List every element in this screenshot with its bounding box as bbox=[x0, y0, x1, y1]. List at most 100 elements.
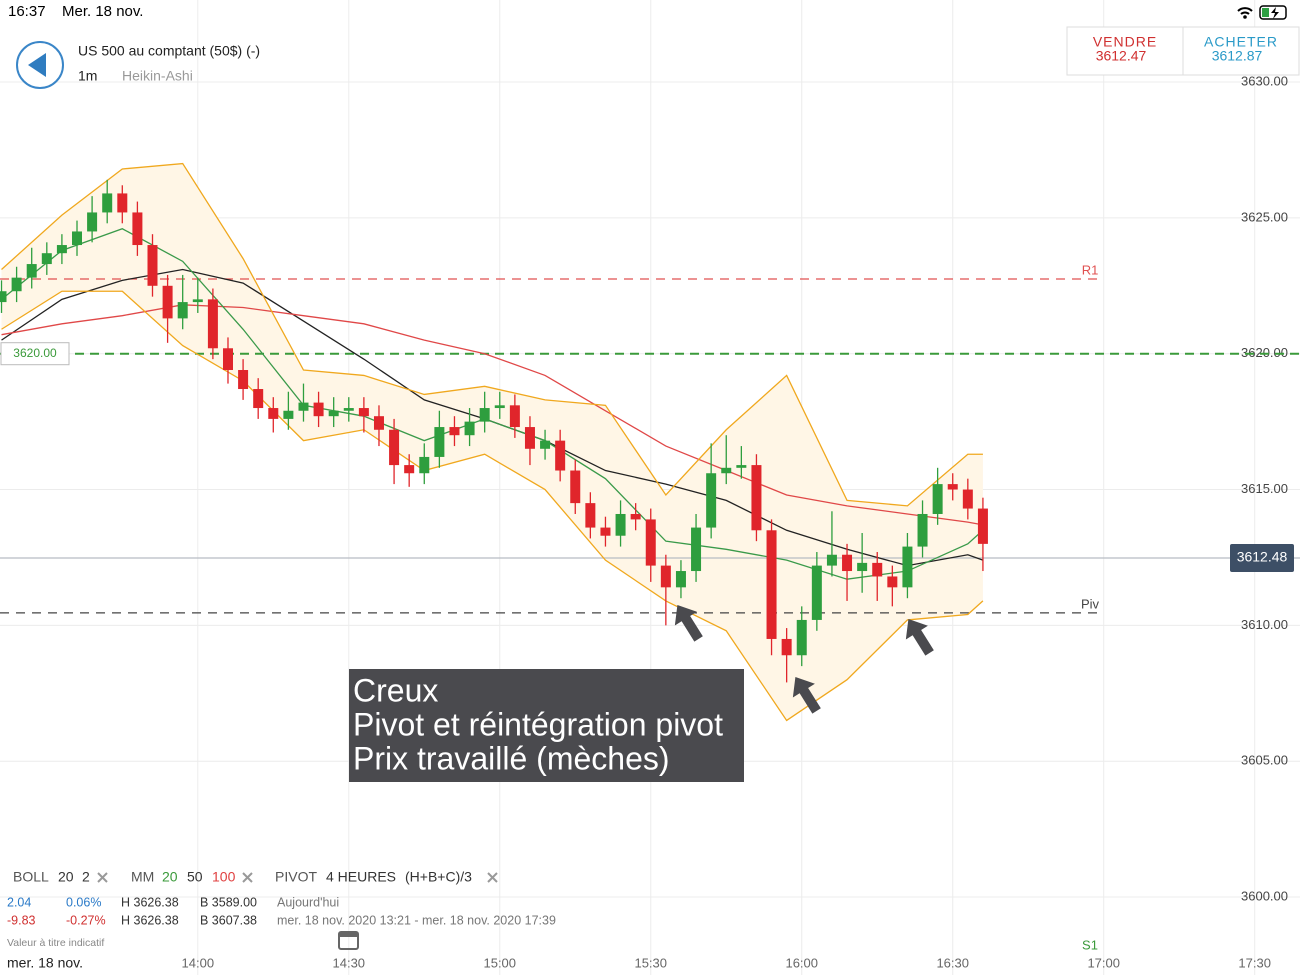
candle-body bbox=[268, 408, 279, 419]
legend-text: 4 HEURES bbox=[326, 869, 396, 885]
value-text: H 3626.38 bbox=[121, 895, 179, 909]
legend-text[interactable]: MM bbox=[131, 869, 154, 885]
x-tick-label: 15:00 bbox=[483, 955, 516, 970]
value-text: mer. 18 nov. 2020 13:21 - mer. 18 nov. 2… bbox=[277, 913, 556, 927]
back-icon bbox=[28, 53, 46, 77]
candle-body bbox=[842, 554, 853, 572]
level-label: Piv bbox=[1081, 596, 1100, 611]
interval[interactable]: 1m bbox=[78, 68, 97, 84]
candle-body bbox=[56, 245, 67, 254]
legend-text: 100 bbox=[212, 869, 236, 885]
annotation-line: Creux bbox=[353, 672, 438, 708]
candle-body bbox=[675, 571, 686, 588]
candle-body bbox=[419, 456, 430, 474]
moving-average bbox=[1, 304, 984, 526]
candle-body bbox=[887, 576, 898, 588]
annotation-line: Prix travaillé (mèches) bbox=[353, 740, 670, 776]
annotation-line: Pivot et réintégration pivot bbox=[353, 706, 723, 742]
candle-body bbox=[449, 427, 460, 436]
candle-body bbox=[102, 193, 113, 213]
calendar-icon[interactable] bbox=[338, 931, 359, 950]
remove-icon[interactable] bbox=[242, 872, 253, 883]
candle-body bbox=[630, 513, 641, 520]
candle-body bbox=[343, 408, 354, 411]
value-text: Aujourd'hui bbox=[277, 895, 339, 909]
candle-body bbox=[132, 212, 143, 246]
candle-body bbox=[811, 565, 822, 620]
arrow bbox=[905, 619, 934, 656]
value-text: -0.27% bbox=[66, 913, 106, 927]
arrow bbox=[792, 677, 821, 714]
candle-body bbox=[404, 465, 415, 474]
sell-button[interactable] bbox=[1066, 26, 1184, 76]
indicator-values: 2.04 0.06% H 3626.38 B 3589.00 Aujourd'h… bbox=[7, 895, 556, 927]
candle-body bbox=[691, 527, 702, 572]
candle-body bbox=[253, 389, 264, 409]
candle-body bbox=[494, 405, 505, 409]
candle-body bbox=[615, 513, 626, 536]
y-tick-label: 3625.00 bbox=[1241, 209, 1288, 224]
x-tick-label: 15:30 bbox=[634, 955, 667, 970]
price-badge bbox=[1230, 543, 1294, 572]
candle-body bbox=[721, 467, 732, 474]
battery-level bbox=[1262, 8, 1269, 17]
bollinger-upper bbox=[1, 162, 983, 507]
candle-body bbox=[0, 291, 7, 303]
candle-body bbox=[222, 348, 233, 371]
candle-body bbox=[72, 231, 83, 246]
y-tick-label: 3615.00 bbox=[1241, 481, 1288, 496]
status-date: Mer. 18 nov. bbox=[62, 3, 143, 20]
candle-body bbox=[283, 410, 294, 419]
candle-body bbox=[298, 402, 309, 411]
candle-body bbox=[238, 370, 249, 390]
candle-body bbox=[600, 527, 611, 536]
candle-body bbox=[706, 473, 717, 528]
value-text: 2.04 bbox=[7, 895, 31, 909]
candle-body bbox=[857, 562, 868, 572]
candle-body bbox=[177, 302, 188, 319]
candle-body bbox=[328, 410, 339, 417]
y-tick-label: 3620.00 bbox=[1241, 345, 1288, 360]
x-tick-label: 14:30 bbox=[333, 955, 366, 970]
order-level-label: 3620.00 bbox=[13, 346, 57, 360]
candle-body bbox=[11, 277, 22, 292]
candle-body bbox=[660, 565, 671, 588]
value-text: B 3607.38 bbox=[200, 913, 257, 927]
candle-body bbox=[645, 519, 656, 566]
value-text: H 3626.38 bbox=[121, 913, 179, 927]
candle-body bbox=[826, 554, 837, 566]
legend-text[interactable]: PIVOT bbox=[275, 869, 317, 885]
remove-icon[interactable] bbox=[487, 872, 498, 883]
legend-text: 2 bbox=[82, 869, 90, 885]
candle-body bbox=[41, 253, 52, 265]
y-tick-label: 3600.00 bbox=[1241, 888, 1288, 903]
price-badge-label: 3612.48 bbox=[1237, 549, 1288, 565]
candle-body bbox=[570, 470, 581, 504]
candle-body bbox=[207, 299, 218, 349]
y-tick-label: 3630.00 bbox=[1241, 73, 1288, 88]
status-icons bbox=[1237, 5, 1287, 20]
candle-body bbox=[796, 619, 807, 656]
candle-body bbox=[313, 402, 324, 417]
value-text: B 3589.00 bbox=[200, 895, 257, 909]
candle-body bbox=[736, 465, 747, 468]
candle-body bbox=[389, 429, 400, 466]
legend-text: (H+B+C)/3 bbox=[405, 869, 472, 885]
remove-icon[interactable] bbox=[97, 872, 108, 883]
candle-body bbox=[555, 440, 566, 471]
status-time: 16:37 bbox=[8, 3, 46, 20]
legend-text: 20 bbox=[162, 869, 178, 885]
annotation-box bbox=[349, 669, 744, 782]
sell-label: VENDRE bbox=[1093, 34, 1157, 50]
legend-text[interactable]: BOLL bbox=[13, 869, 49, 885]
candle-body bbox=[26, 264, 37, 278]
candle-body bbox=[947, 484, 958, 490]
date-badge bbox=[0, 952, 88, 975]
buy-button[interactable] bbox=[1182, 26, 1300, 76]
bollinger-fill bbox=[1, 163, 983, 721]
buy-label: ACHETER bbox=[1204, 34, 1278, 50]
bollinger-lower bbox=[1, 290, 984, 722]
chart-style[interactable]: Heikin-Ashi bbox=[122, 68, 193, 84]
instrument-title: US 500 au comptant (50$) (-) bbox=[78, 43, 260, 59]
